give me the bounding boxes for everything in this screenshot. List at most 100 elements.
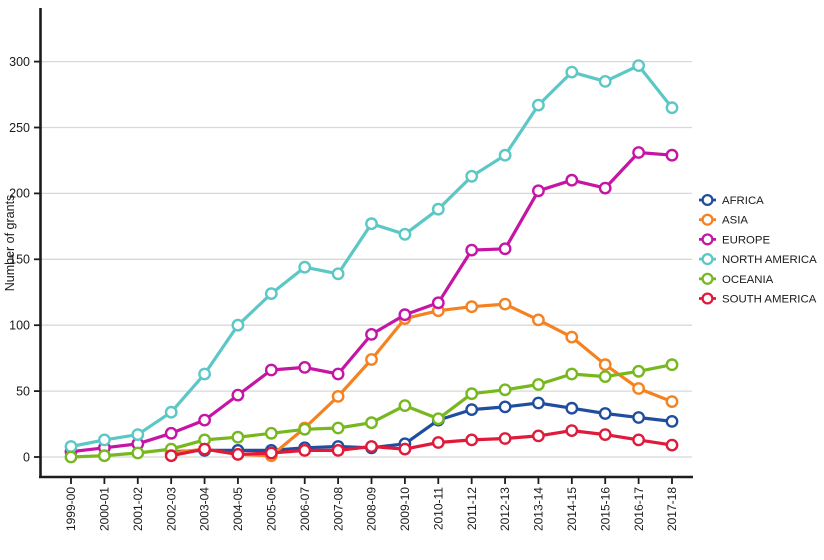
legend-key-circle-icon: [701, 272, 714, 285]
data-point-asia: [665, 395, 679, 408]
data-point-north-america: [198, 367, 212, 381]
data-point-africa: [565, 401, 579, 415]
legend-label-south-america: SOUTH AMERICA: [722, 294, 817, 306]
data-point-south-america: [231, 447, 245, 461]
y-tick-label: 300: [9, 55, 30, 69]
y-tick-label: 250: [9, 121, 30, 135]
data-point-north-america: [665, 101, 679, 115]
y-tick-label: 150: [9, 253, 30, 267]
data-point-oceania: [98, 449, 111, 463]
y-tick-label: 200: [9, 187, 30, 201]
data-point-oceania: [498, 383, 512, 397]
legend-label-africa: AFRICA: [722, 195, 764, 207]
data-point-oceania: [632, 364, 645, 378]
legend-item-africa[interactable]: AFRICA: [699, 193, 764, 207]
data-point-europe: [565, 173, 579, 187]
data-point-south-america: [598, 428, 612, 441]
data-point-south-america: [431, 436, 445, 449]
legend-item-south-america[interactable]: SOUTH AMERICA: [699, 292, 817, 306]
y-tick-label: 0: [23, 450, 30, 464]
data-point-oceania: [465, 387, 479, 401]
data-point-north-america: [298, 260, 312, 274]
data-point-oceania: [598, 370, 612, 383]
data-point-europe: [264, 363, 278, 377]
data-point-asia: [565, 330, 579, 344]
y-tick-label: 100: [9, 319, 30, 333]
data-point-europe: [365, 327, 378, 341]
data-point-europe: [331, 367, 345, 381]
y-tick-label: 50: [16, 384, 30, 398]
data-point-south-america: [665, 438, 679, 452]
series-line-north-america: [69, 63, 674, 449]
data-point-north-america: [498, 148, 512, 162]
data-point-south-america: [331, 443, 345, 457]
data-point-asia: [331, 389, 345, 403]
legend-key-circle-icon: [701, 193, 714, 207]
data-point-asia: [365, 353, 378, 366]
x-tick-label: 2017-18: [665, 487, 679, 531]
data-point-africa: [665, 414, 679, 428]
axes-layer: 0 50 100 150 200 250 300 1999-00 2000-01 2001-02 2…: [9, 8, 693, 531]
legend-key-circle-icon: [701, 253, 714, 266]
data-point-north-america: [598, 75, 612, 88]
gridlines-layer: [40, 60, 692, 458]
data-point-europe: [231, 388, 245, 402]
data-point-south-america: [498, 432, 512, 445]
data-point-north-america: [632, 59, 645, 72]
x-tick-label: 2006-07: [298, 487, 312, 531]
y-axis-title: Number of grants: [3, 195, 17, 292]
x-tick-label: 2000-01: [98, 487, 112, 531]
data-point-africa: [598, 407, 612, 420]
data-point-south-america: [198, 442, 212, 456]
x-tick-label: 2002-03: [164, 487, 178, 531]
data-point-oceania: [298, 422, 312, 436]
data-point-asia: [532, 313, 545, 327]
data-point-oceania: [431, 412, 445, 426]
data-point-north-america: [331, 267, 345, 281]
x-tick-label: 2004-05: [231, 487, 245, 531]
data-point-oceania: [131, 446, 145, 460]
legend-item-oceania[interactable]: OCEANIA: [699, 272, 774, 286]
data-point-north-america: [98, 433, 111, 447]
data-point-europe: [164, 426, 178, 440]
data-point-north-america: [365, 217, 378, 231]
legend-item-north-america[interactable]: NORTH AMERICA: [699, 253, 817, 266]
data-point-oceania: [398, 399, 412, 412]
data-point-europe: [465, 243, 479, 257]
x-tick-label: 2016-17: [632, 487, 646, 531]
series-line-europe: [69, 150, 674, 454]
series-oceania: [64, 358, 679, 464]
data-point-asia: [598, 358, 612, 372]
data-point-europe: [398, 308, 412, 322]
data-point-north-america: [465, 169, 479, 183]
series-south-america: [164, 424, 679, 463]
x-tick-label: 2003-04: [198, 487, 212, 531]
data-point-europe: [665, 148, 679, 162]
legend-key-circle-icon: [701, 292, 714, 305]
data-point-south-america: [365, 440, 378, 453]
x-tick-label: 2010-11: [431, 487, 445, 530]
series-north-america: [64, 59, 679, 453]
data-point-south-america: [565, 424, 579, 437]
data-point-north-america: [64, 440, 78, 453]
x-tick-label: 2013-14: [532, 487, 546, 531]
data-point-south-america: [164, 449, 178, 463]
x-tick-label: 2005-06: [265, 487, 279, 531]
data-point-asia: [465, 300, 479, 314]
legend-item-europe[interactable]: EUROPE: [699, 233, 771, 246]
data-point-europe: [498, 242, 512, 256]
data-point-north-america: [131, 428, 145, 441]
data-point-south-america: [465, 433, 479, 447]
data-point-north-america: [231, 318, 245, 332]
series-layer: [64, 59, 679, 464]
data-point-north-america: [431, 202, 445, 216]
legend-key-circle-icon: [701, 213, 714, 226]
data-point-oceania: [264, 426, 278, 440]
legend-item-asia[interactable]: ASIA: [699, 213, 748, 227]
data-point-north-america: [164, 405, 178, 419]
data-point-europe: [198, 413, 212, 427]
legend: AFRICA ASIA EUROPE NORTH AMERICA OCEANIA SOUT…: [699, 193, 817, 306]
x-tick-label: 2014-15: [565, 487, 579, 531]
data-point-africa: [465, 403, 479, 416]
